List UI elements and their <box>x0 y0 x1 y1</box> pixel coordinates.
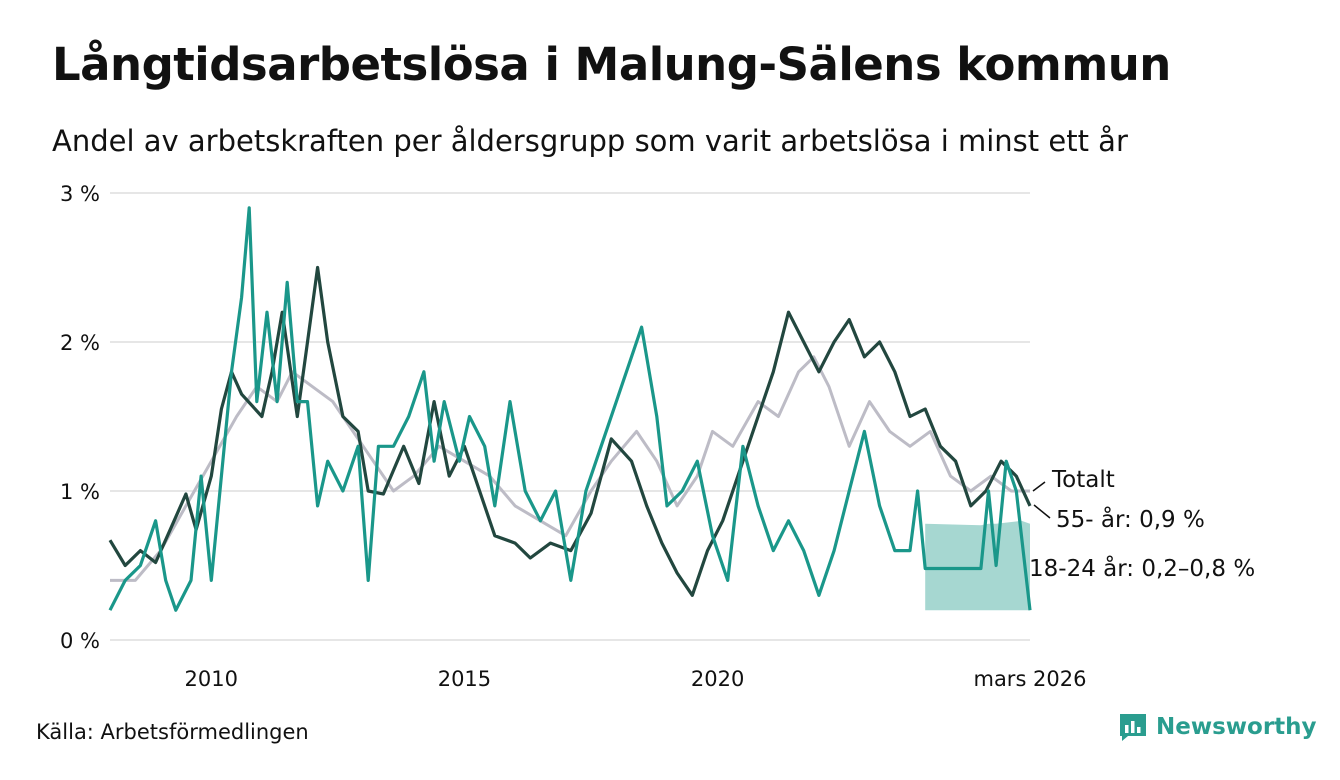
line-chart: 0 % 1 % 2 % 3 % 2010 2015 2020 mars 2026 Total… <box>60 182 1255 691</box>
page-subtitle: Andel av arbetskraften per åldersgrupp s… <box>52 124 1128 158</box>
brand-name: Newsworthy <box>1156 714 1317 740</box>
series-line <box>108 206 1032 612</box>
series-label: 18-24 år: 0,2–0,8 % <box>1029 554 1255 582</box>
x-tick-label: 2010 <box>185 667 238 691</box>
x-tick-label: 2020 <box>691 667 744 691</box>
chart-bubble-icon <box>1120 714 1146 741</box>
confidence-band <box>925 520 1030 611</box>
y-tick-label: 2 % <box>60 331 100 355</box>
x-tick-label: mars 2026 <box>973 667 1086 691</box>
band-area <box>925 520 1030 611</box>
y-tick-label: 1 % <box>60 480 100 504</box>
page-title: Långtidsarbetslösa i Malung-Sälens kommu… <box>52 38 1171 91</box>
label-connector <box>1033 504 1051 519</box>
brand-logo: Newsworthy <box>1118 712 1317 742</box>
y-axis-labels: 0 % 1 % 2 % 3 % <box>60 182 100 653</box>
source-note: Källa: Arbetsförmedlingen <box>36 720 309 744</box>
x-tick-label: 2015 <box>438 667 491 691</box>
series-label: Totalt <box>1051 467 1115 493</box>
y-tick-label: 0 % <box>60 629 100 653</box>
series-line <box>108 265 1032 597</box>
label-connector <box>1032 481 1046 492</box>
x-axis-labels: 2010 2015 2020 mars 2026 <box>185 667 1087 691</box>
series-labels: Totalt 55- år: 0,9 % 18-24 år: 0,2–0,8 % <box>1029 467 1255 582</box>
series-lines <box>108 206 1032 612</box>
series-label: 55- år: 0,9 % <box>1056 505 1205 533</box>
y-tick-label: 3 % <box>60 182 100 206</box>
